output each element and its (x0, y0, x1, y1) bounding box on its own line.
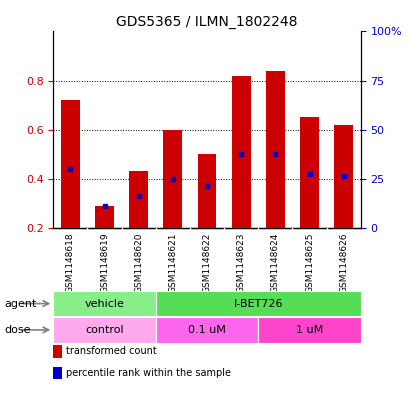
Bar (197, 154, 216, 228)
Bar (53, 317, 155, 343)
Bar (163, 130, 182, 228)
Bar (231, 75, 250, 228)
Bar (155, 317, 258, 343)
Bar (53, 291, 155, 316)
Bar (155, 291, 360, 316)
Title: GDS5365 / ILMN_1802248: GDS5365 / ILMN_1802248 (116, 15, 297, 29)
Text: I-BET726: I-BET726 (233, 299, 282, 309)
Text: dose: dose (4, 325, 31, 335)
Text: agent: agent (4, 299, 36, 309)
Bar (333, 125, 352, 228)
Text: GSM1148619: GSM1148619 (100, 233, 109, 294)
Text: percentile rank within the sample: percentile rank within the sample (66, 368, 231, 378)
Text: GSM1148623: GSM1148623 (236, 233, 245, 293)
Text: GSM1148618: GSM1148618 (66, 233, 75, 294)
Text: transformed count: transformed count (66, 346, 157, 356)
Text: control: control (85, 325, 124, 335)
Bar (129, 171, 148, 228)
Bar (265, 71, 284, 228)
Text: vehicle: vehicle (84, 299, 124, 309)
Bar (258, 317, 360, 343)
Text: GSM1148626: GSM1148626 (338, 233, 347, 293)
Text: GSM1148620: GSM1148620 (134, 233, 143, 293)
Text: GSM1148624: GSM1148624 (270, 233, 279, 293)
Text: GSM1148625: GSM1148625 (304, 233, 313, 293)
Bar (95, 206, 114, 228)
Text: 0.1 uM: 0.1 uM (188, 325, 225, 335)
Text: GSM1148622: GSM1148622 (202, 233, 211, 293)
Text: GSM1148621: GSM1148621 (168, 233, 177, 293)
Bar (61, 100, 80, 228)
Bar (299, 118, 318, 228)
Text: 1 uM: 1 uM (295, 325, 322, 335)
